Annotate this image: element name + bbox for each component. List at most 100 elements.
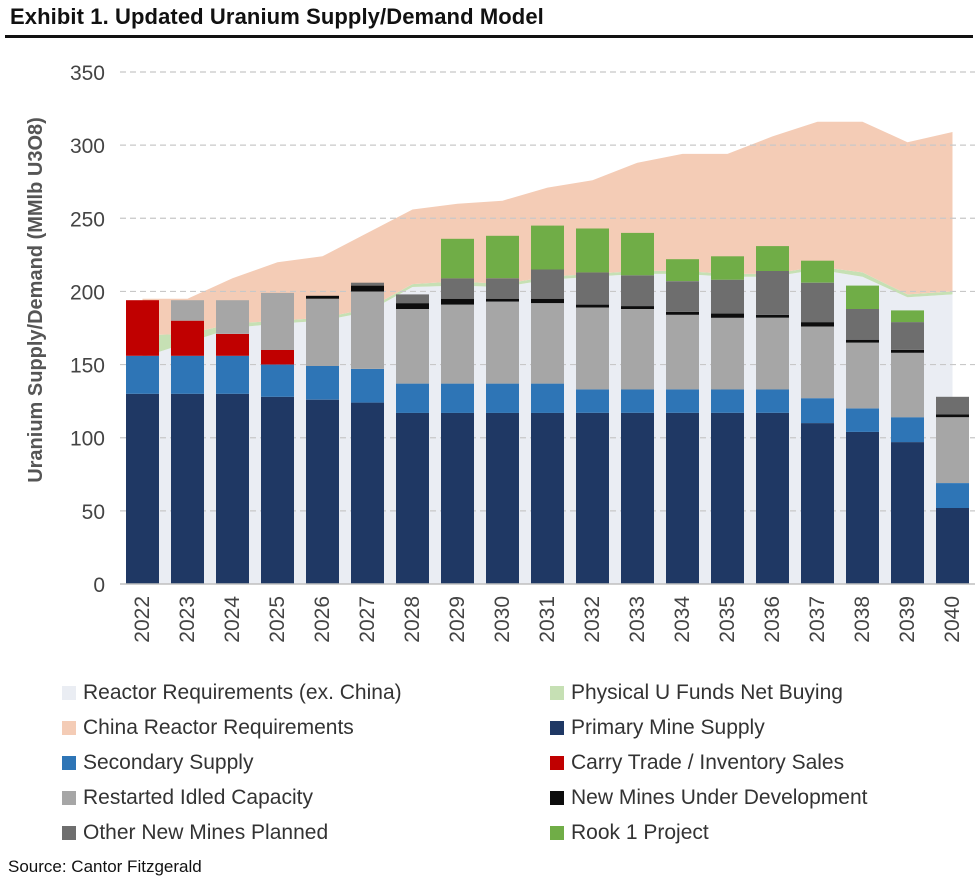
bar-2033-s4 bbox=[621, 309, 654, 390]
bar-2028-s2 bbox=[396, 383, 429, 413]
bar-2034-s5 bbox=[666, 311, 699, 315]
bar-2037-s6 bbox=[801, 282, 834, 323]
bar-2032-s2 bbox=[576, 389, 609, 413]
legend-item: New Mines Under Development bbox=[550, 783, 867, 813]
bar-2031-s5 bbox=[531, 298, 564, 304]
bar-2023-s2 bbox=[171, 355, 204, 394]
bar-2026-s1 bbox=[306, 399, 339, 584]
legend-item: Secondary Supply bbox=[62, 748, 253, 778]
legend-item: Primary Mine Supply bbox=[550, 713, 765, 743]
bar-2035-s4 bbox=[711, 317, 744, 390]
bar-2025-s1 bbox=[261, 396, 294, 584]
bar-2040-s5 bbox=[936, 414, 969, 418]
x-tick-2023: 2023 bbox=[176, 596, 199, 643]
bar-2038-s5 bbox=[846, 339, 879, 343]
legend-label: Primary Mine Supply bbox=[571, 716, 765, 739]
bar-2024-s1 bbox=[216, 393, 249, 584]
bar-2038-s6 bbox=[846, 309, 879, 340]
bar-2037-s5 bbox=[801, 322, 834, 327]
y-axis-label: Uranium Supply/Demand (MMlb U3O8) bbox=[25, 117, 47, 483]
bar-2034-s4 bbox=[666, 314, 699, 390]
legend-label: Rook 1 Project bbox=[571, 821, 709, 844]
legend-label: Secondary Supply bbox=[83, 751, 254, 774]
bar-2037-s7 bbox=[801, 260, 834, 283]
bar-2036-s7 bbox=[756, 246, 789, 271]
bar-2033-s7 bbox=[621, 232, 654, 276]
bar-2031-s1 bbox=[531, 412, 564, 584]
bar-2030-s6 bbox=[486, 278, 519, 299]
legend-item: Physical U Funds Net Buying bbox=[550, 678, 843, 708]
source-note: Source: Cantor Fitzgerald bbox=[8, 857, 202, 876]
bar-2036-s1 bbox=[756, 412, 789, 584]
legend-swatch bbox=[62, 826, 76, 840]
bar-2023-s1 bbox=[171, 393, 204, 584]
bar-2034-s2 bbox=[666, 389, 699, 413]
bar-2040-s1 bbox=[936, 507, 969, 584]
bar-2037-s1 bbox=[801, 423, 834, 584]
legend-item: Restarted Idled Capacity bbox=[62, 783, 313, 813]
bar-2035-s1 bbox=[711, 412, 744, 584]
legend-swatch bbox=[62, 791, 76, 805]
bar-2038-s7 bbox=[846, 285, 879, 309]
bar-2035-s6 bbox=[711, 279, 744, 314]
bar-2029-s2 bbox=[441, 383, 474, 413]
bar-2024-s4 bbox=[216, 300, 249, 334]
bar-2031-s2 bbox=[531, 383, 564, 413]
x-tick-2032: 2032 bbox=[581, 596, 604, 643]
bar-2028-s5 bbox=[396, 303, 429, 309]
legend-swatch bbox=[550, 686, 564, 700]
legend-swatch bbox=[62, 686, 76, 700]
bar-2029-s1 bbox=[441, 412, 474, 584]
bar-2034-s6 bbox=[666, 281, 699, 312]
bar-2032-s7 bbox=[576, 228, 609, 273]
bar-2027-s2 bbox=[351, 369, 384, 403]
bar-2031-s6 bbox=[531, 269, 564, 299]
legend-label: Other New Mines Planned bbox=[83, 821, 329, 844]
bar-2027-s1 bbox=[351, 402, 384, 584]
bar-2024-s3 bbox=[216, 333, 249, 356]
bar-2040-s6 bbox=[936, 396, 969, 415]
bar-2029-s6 bbox=[441, 278, 474, 299]
bar-2022-s2 bbox=[126, 355, 159, 394]
legend-item: Reactor Requirements (ex. China) bbox=[62, 678, 402, 708]
bar-2033-s5 bbox=[621, 306, 654, 309]
legend-label: Carry Trade / Inventory Sales bbox=[571, 751, 845, 774]
bar-2023-s3 bbox=[171, 320, 204, 356]
legend-swatch bbox=[550, 826, 564, 840]
bar-2032-s5 bbox=[576, 304, 609, 308]
bar-2034-s7 bbox=[666, 259, 699, 282]
bar-2022-s1 bbox=[126, 393, 159, 584]
chart: 0 50 100 150 200 250 300 350 2022 2023 2024 2025 202… bbox=[25, 62, 975, 643]
y-tick-300: 300 bbox=[70, 135, 105, 158]
x-tick-2022: 2022 bbox=[131, 596, 154, 643]
legend-item: Other New Mines Planned bbox=[62, 818, 328, 848]
bar-2022-s3 bbox=[126, 300, 159, 356]
bar-2030-s5 bbox=[486, 298, 519, 302]
bar-2033-s1 bbox=[621, 412, 654, 584]
bar-2036-s4 bbox=[756, 317, 789, 390]
bar-2025-s3 bbox=[261, 349, 294, 365]
bar-2028-s6 bbox=[396, 294, 429, 304]
bar-2030-s4 bbox=[486, 301, 519, 384]
bar-2035-s7 bbox=[711, 256, 744, 280]
x-tick-2030: 2030 bbox=[491, 596, 514, 643]
bar-2039-s2 bbox=[891, 417, 924, 443]
legend-swatch bbox=[550, 721, 564, 735]
bar-2026-s4 bbox=[306, 298, 339, 366]
bar-2031-s7 bbox=[531, 225, 564, 270]
bar-2027-s6 bbox=[351, 282, 384, 286]
bar-2038-s1 bbox=[846, 431, 879, 584]
x-tick-2033: 2033 bbox=[626, 596, 649, 643]
legend-label: Reactor Requirements (ex. China) bbox=[83, 681, 402, 704]
x-tick-2036: 2036 bbox=[761, 596, 784, 643]
x-tick-2038: 2038 bbox=[851, 596, 874, 643]
x-tick-2035: 2035 bbox=[716, 596, 739, 643]
chart-title: Exhibit 1. Updated Uranium Supply/Demand… bbox=[10, 4, 544, 29]
legend-label: New Mines Under Development bbox=[571, 786, 868, 809]
legend-swatch bbox=[550, 756, 564, 770]
bar-2029-s4 bbox=[441, 304, 474, 384]
bar-2023-s4 bbox=[171, 300, 204, 321]
x-tick-2037: 2037 bbox=[806, 596, 829, 643]
bar-2038-s2 bbox=[846, 408, 879, 432]
bar-2027-s4 bbox=[351, 291, 384, 369]
